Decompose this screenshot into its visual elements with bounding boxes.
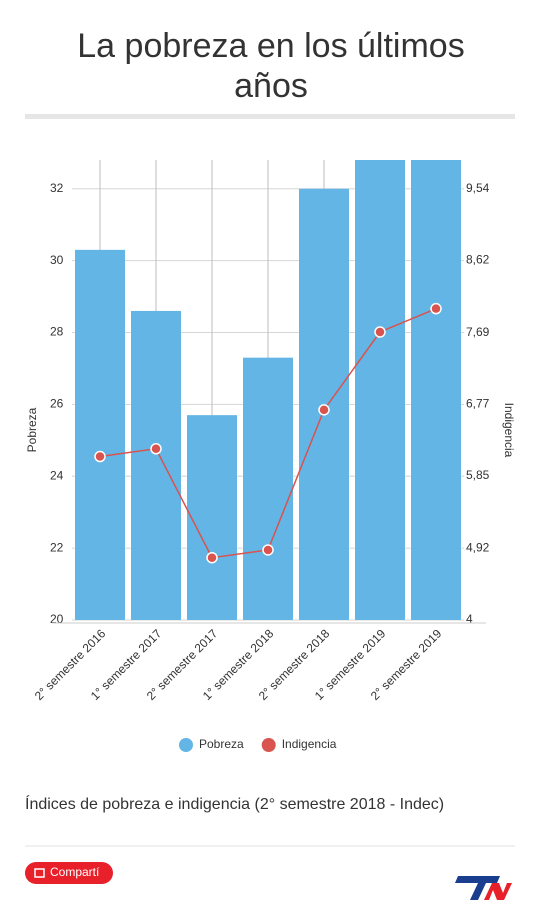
point xyxy=(262,544,274,556)
y2-tick-label: 6,77 xyxy=(466,397,490,411)
y2-tick-label: 7,69 xyxy=(466,325,490,339)
caption: Índices de pobreza e indigencia (2° seme… xyxy=(25,794,444,813)
legend-label: Pobreza xyxy=(199,737,244,751)
title-rule xyxy=(25,114,515,119)
title-line1: La pobreza en los últimos xyxy=(77,27,464,65)
y-tick-label: 20 xyxy=(50,612,64,626)
y-axis-label: Pobreza xyxy=(25,407,39,452)
share-button[interactable]: Compartí xyxy=(25,862,113,884)
bar xyxy=(243,357,293,620)
bar xyxy=(355,160,405,620)
y2-tick-label: 4,92 xyxy=(466,541,490,555)
y-tick-label: 22 xyxy=(50,540,64,554)
legend-swatch xyxy=(261,738,276,752)
point xyxy=(374,326,386,338)
bar xyxy=(411,160,461,620)
y2-axis-label: Indigencia xyxy=(502,403,516,458)
y2-tick-label: 9,54 xyxy=(466,181,490,195)
y-tick-label: 24 xyxy=(50,468,64,482)
legend-label: Indigencia xyxy=(282,737,337,751)
y2-tick-label: 5,85 xyxy=(466,468,490,482)
y-tick-label: 28 xyxy=(50,325,64,339)
y-tick-label: 30 xyxy=(50,253,64,267)
bar xyxy=(187,415,237,620)
plot xyxy=(75,160,461,620)
logo xyxy=(455,876,512,900)
point xyxy=(206,551,218,564)
point xyxy=(318,404,330,416)
point xyxy=(430,302,442,315)
bar xyxy=(75,249,125,620)
point xyxy=(94,450,106,463)
y-tick-label: 26 xyxy=(50,397,64,411)
point xyxy=(150,443,162,455)
bar xyxy=(131,310,181,620)
y-tick-label: 32 xyxy=(50,181,64,195)
share-bg[interactable] xyxy=(25,862,113,884)
title-line2: años xyxy=(234,67,308,105)
y2-tick-label: 4 xyxy=(466,612,473,626)
share-label[interactable]: Compartí xyxy=(50,865,100,879)
y2-tick-label: 8,62 xyxy=(466,253,490,267)
legend-swatch xyxy=(179,738,193,752)
share-icon xyxy=(34,868,45,878)
